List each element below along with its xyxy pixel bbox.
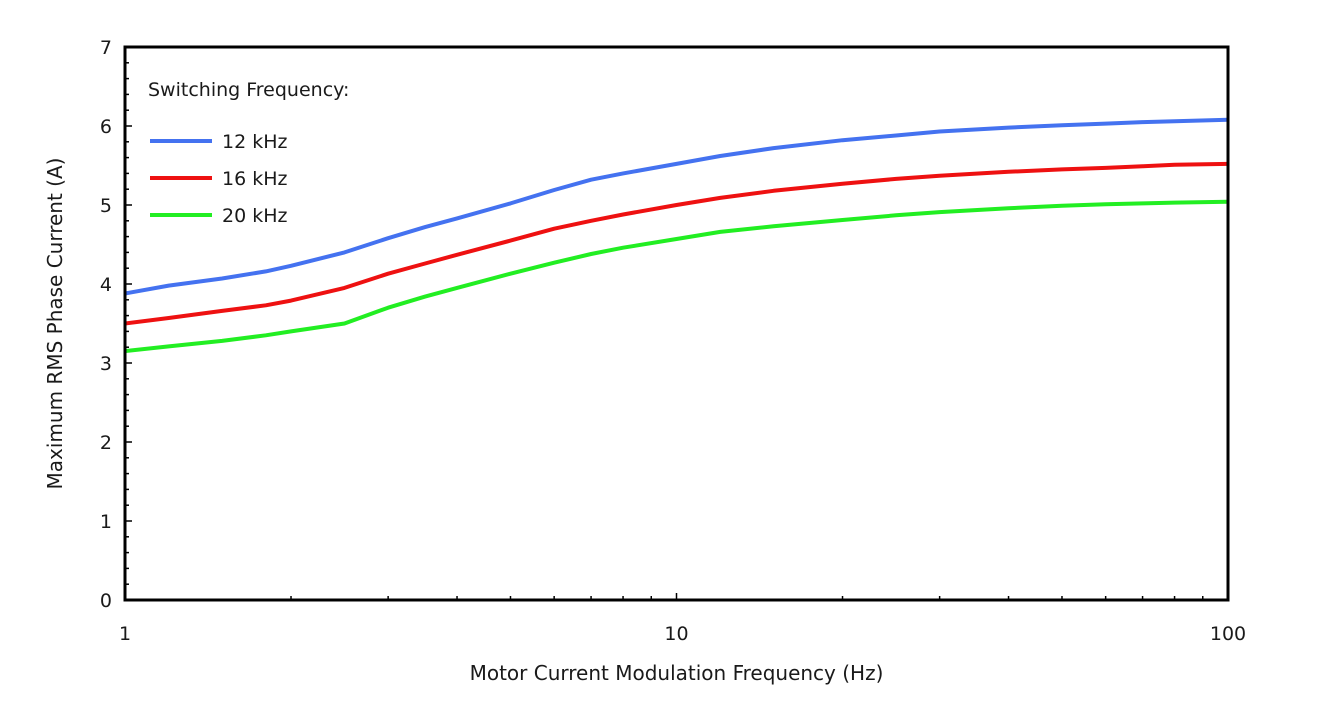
- series-layer: [124, 117, 1229, 354]
- minor-ticks: [124, 46, 1204, 601]
- legend-label: 16 kHz: [222, 168, 288, 190]
- y-tick-label: 2: [100, 432, 112, 454]
- y-tick-label: 6: [100, 116, 112, 138]
- y-tick-label: 0: [100, 590, 112, 612]
- y-tick-label: 3: [100, 353, 112, 375]
- series-line-16-khz: [124, 161, 1229, 326]
- y-tick-label: 7: [100, 37, 112, 59]
- plot-frame: [123, 45, 1230, 602]
- y-tick-label: 1: [100, 511, 112, 533]
- legend-label: 12 kHz: [222, 131, 288, 153]
- series-line-12-khz: [124, 117, 1229, 296]
- x-tick-label: 100: [1210, 623, 1246, 645]
- x-tick-labels: 1 10 100: [119, 623, 1246, 645]
- y-tick-labels: 0 1 2 3 4 5 6 7: [100, 37, 112, 612]
- y-tick-label: 4: [100, 274, 112, 296]
- y-tick-label: 5: [100, 195, 112, 217]
- legend: Switching Frequency: 12 kHz 16 kHz 20 kHz: [148, 79, 349, 227]
- y-axis-title: Maximum RMS Phase Current (A): [43, 158, 67, 490]
- x-tick-label: 1: [119, 623, 131, 645]
- series-line-20-khz: [124, 199, 1229, 354]
- legend-title: Switching Frequency:: [148, 79, 349, 101]
- legend-label: 20 kHz: [222, 205, 288, 227]
- x-tick-label: 10: [664, 623, 688, 645]
- x-axis-title: Motor Current Modulation Frequency (Hz): [470, 661, 884, 685]
